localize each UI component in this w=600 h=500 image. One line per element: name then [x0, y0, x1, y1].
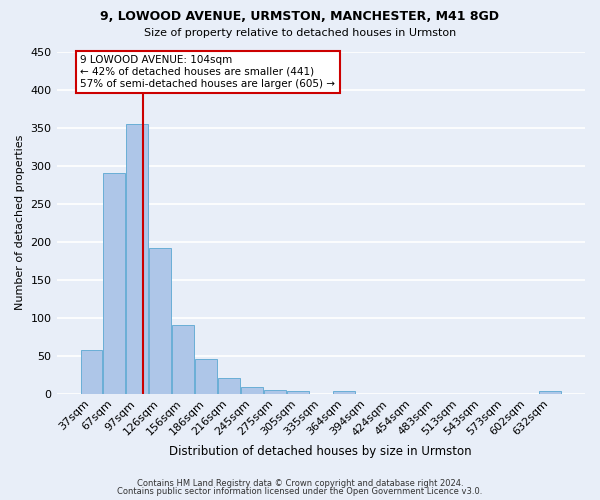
Bar [264, 390, 286, 394]
Text: 9 LOWOOD AVENUE: 104sqm
← 42% of detached houses are smaller (441)
57% of semi-d: 9 LOWOOD AVENUE: 104sqm ← 42% of detache… [80, 56, 335, 88]
Y-axis label: Number of detached properties: Number of detached properties [15, 135, 25, 310]
Bar [539, 390, 561, 394]
Bar [149, 248, 171, 394]
Bar [218, 378, 240, 394]
Bar [127, 124, 148, 394]
Text: 9, LOWOOD AVENUE, URMSTON, MANCHESTER, M41 8GD: 9, LOWOOD AVENUE, URMSTON, MANCHESTER, M… [101, 10, 499, 23]
Bar [195, 358, 217, 394]
Bar [103, 173, 125, 394]
Bar [80, 350, 103, 394]
Text: Size of property relative to detached houses in Urmston: Size of property relative to detached ho… [144, 28, 456, 38]
Text: Contains public sector information licensed under the Open Government Licence v3: Contains public sector information licen… [118, 487, 482, 496]
Bar [333, 392, 355, 394]
Bar [241, 387, 263, 394]
X-axis label: Distribution of detached houses by size in Urmston: Distribution of detached houses by size … [169, 444, 472, 458]
Bar [172, 326, 194, 394]
Bar [287, 390, 309, 394]
Text: Contains HM Land Registry data © Crown copyright and database right 2024.: Contains HM Land Registry data © Crown c… [137, 478, 463, 488]
